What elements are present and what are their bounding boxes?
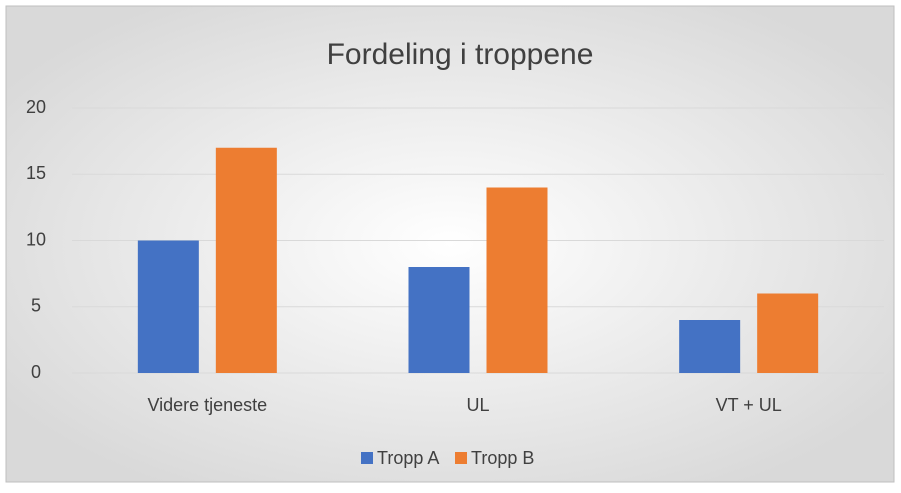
x-tick-label: VT + UL (716, 395, 782, 415)
legend-label: Tropp B (471, 448, 534, 468)
bar (137, 240, 199, 373)
y-tick-label: 10 (26, 229, 46, 249)
bar (215, 147, 277, 373)
legend-swatch (455, 452, 467, 464)
bar (486, 187, 548, 373)
chart-title: Fordeling i troppene (327, 38, 594, 71)
bar (408, 267, 470, 373)
x-tick-label: UL (466, 395, 489, 415)
y-tick-label: 20 (26, 97, 46, 117)
legend-label: Tropp A (377, 448, 439, 468)
y-tick-label: 15 (26, 163, 46, 183)
y-tick-label: 0 (31, 362, 41, 382)
bar (679, 320, 741, 373)
y-tick-label: 5 (31, 296, 41, 316)
legend-swatch (361, 452, 373, 464)
bar (757, 293, 819, 373)
x-tick-label: Videre tjeneste (147, 395, 267, 415)
